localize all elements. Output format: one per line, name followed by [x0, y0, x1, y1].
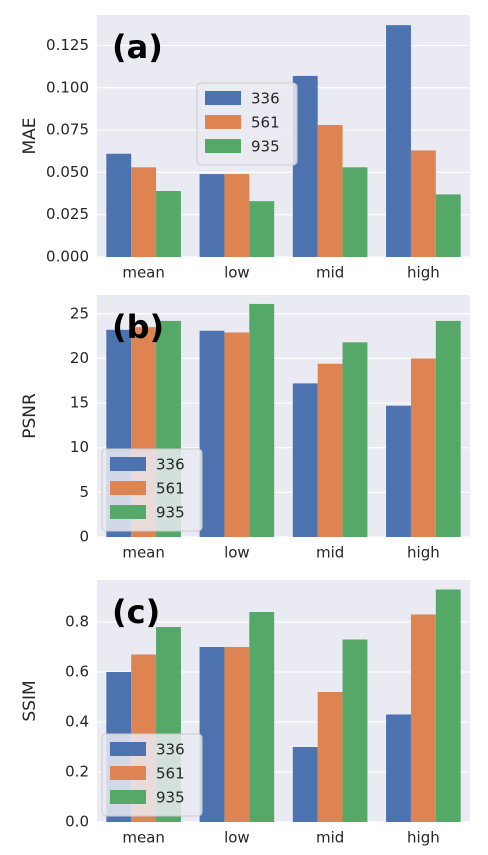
y-tick-label: 0.0	[65, 813, 89, 831]
bar	[317, 363, 343, 537]
y-tick-label: 10	[70, 438, 89, 456]
y-tick-label: 5	[79, 483, 89, 501]
bar	[131, 167, 157, 257]
legend-label: 935	[156, 789, 185, 807]
bar	[199, 330, 225, 537]
bar	[342, 167, 368, 257]
legend-swatch	[110, 481, 146, 495]
x-tick-label: low	[224, 829, 250, 847]
bar	[249, 303, 275, 537]
bar	[342, 639, 368, 822]
x-tick-label: mean	[122, 264, 165, 282]
bar	[410, 150, 436, 257]
y-tick-label: 0.2	[65, 763, 89, 781]
bar	[156, 191, 181, 257]
legend-label: 336	[251, 90, 280, 108]
bar	[342, 342, 368, 537]
bar	[292, 747, 318, 822]
legend-swatch	[205, 91, 241, 105]
legend-swatch	[205, 115, 241, 129]
legend-label: 561	[156, 480, 185, 498]
y-tick-label: 0.050	[46, 163, 89, 181]
panel-label: (b)	[112, 308, 164, 346]
legend-swatch	[205, 139, 241, 153]
legend-label: 561	[156, 765, 185, 783]
legend-label: 935	[251, 138, 280, 156]
y-tick-label: 0.025	[46, 205, 89, 223]
y-tick-label: 0	[79, 528, 89, 546]
x-tick-label: mid	[316, 264, 344, 282]
bar	[435, 320, 461, 537]
bar	[292, 383, 318, 537]
legend-swatch	[110, 742, 146, 756]
y-tick-label: 25	[70, 304, 89, 322]
bar	[386, 405, 411, 537]
bar	[410, 358, 436, 537]
legend-label: 336	[156, 741, 185, 759]
x-tick-label: high	[407, 829, 440, 847]
bar	[435, 589, 461, 822]
legend-label: 336	[156, 456, 185, 474]
y-tick-label: 0.075	[46, 121, 89, 139]
x-tick-label: high	[407, 264, 440, 282]
legend-swatch	[110, 790, 146, 804]
bar	[199, 647, 225, 822]
y-tick-label: 0.4	[65, 713, 89, 731]
bar	[317, 692, 343, 822]
legend-swatch	[110, 457, 146, 471]
bar	[386, 25, 411, 258]
x-tick-label: low	[224, 544, 250, 562]
legend-swatch	[110, 766, 146, 780]
x-tick-label: mid	[316, 829, 344, 847]
legend-swatch	[110, 505, 146, 519]
bar	[317, 125, 343, 257]
panel-label: (a)	[112, 28, 163, 66]
x-tick-label: mean	[122, 829, 165, 847]
legend-label: 561	[251, 114, 280, 132]
x-tick-label: mid	[316, 544, 344, 562]
x-tick-label: mean	[122, 544, 165, 562]
bar	[199, 174, 225, 257]
y-axis-label: PSNR	[20, 393, 40, 439]
y-tick-label: 0.000	[46, 248, 89, 266]
legend-label: 935	[156, 504, 185, 522]
bar	[410, 614, 436, 822]
bar	[249, 612, 275, 822]
y-tick-label: 0.6	[65, 663, 89, 681]
bar	[106, 153, 132, 257]
y-tick-label: 15	[70, 394, 89, 412]
y-tick-label: 0.100	[46, 78, 89, 96]
bar	[386, 714, 411, 822]
bar	[224, 647, 250, 822]
y-tick-label: 0.8	[65, 613, 89, 631]
panel-label: (c)	[112, 593, 160, 631]
x-tick-label: low	[224, 264, 250, 282]
y-tick-label: 0.125	[46, 36, 89, 54]
bar	[224, 174, 250, 257]
x-tick-label: high	[407, 544, 440, 562]
bar	[224, 332, 250, 537]
bar	[249, 201, 275, 257]
y-tick-label: 20	[70, 349, 89, 367]
bar	[435, 194, 461, 257]
y-axis-label: SSIM	[20, 680, 40, 721]
y-axis-label: MAE	[20, 117, 40, 154]
